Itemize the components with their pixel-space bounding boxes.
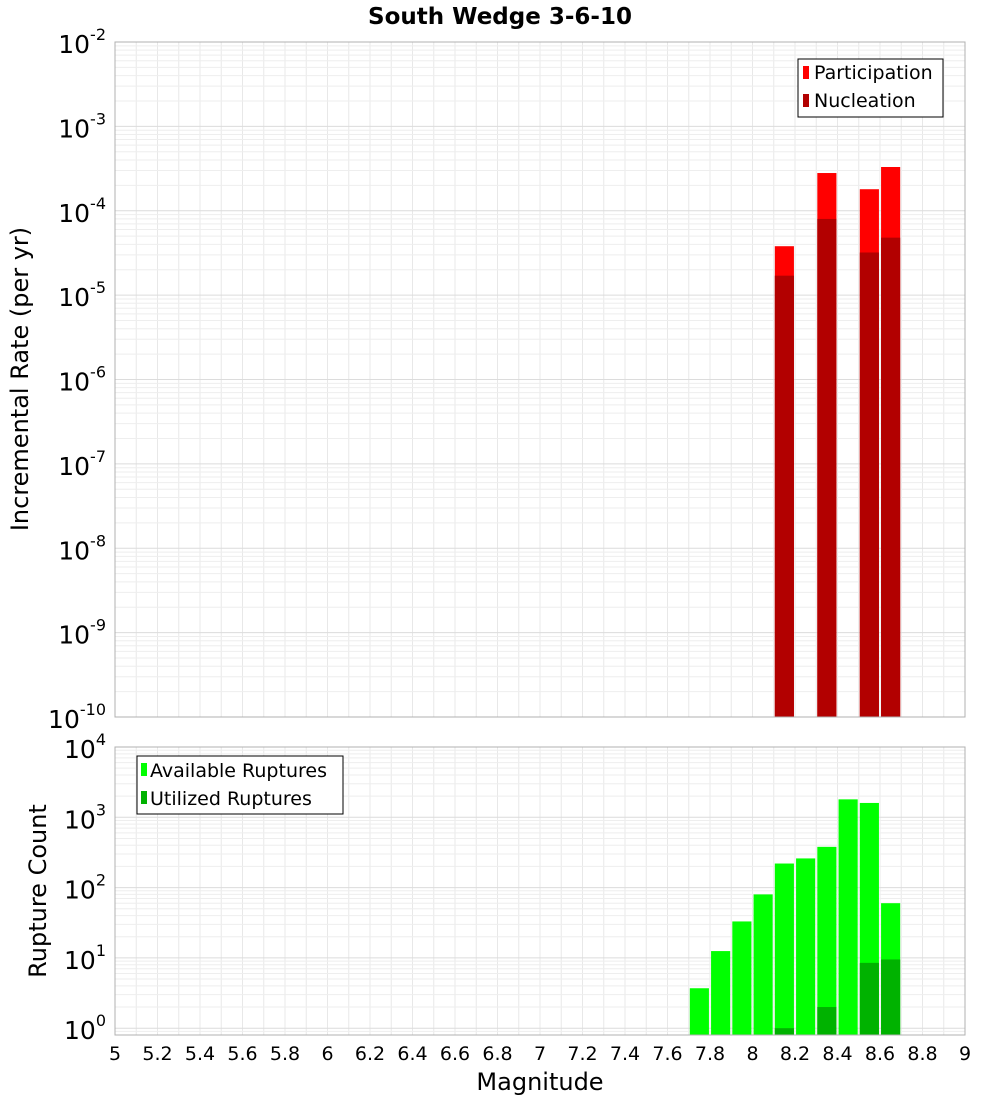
top-y-tick-label: 10-9: [58, 616, 106, 650]
x-tick-label: 7.2: [567, 1043, 597, 1065]
top-bar-nucleation: [859, 252, 879, 717]
bottom-bar-available-ruptures: [838, 799, 858, 1035]
x-tick-label: 6.6: [440, 1043, 470, 1065]
bottom-y-tick-label: 101: [64, 941, 106, 975]
top-y-tick-label: 10-10: [48, 700, 106, 734]
bottom-y-tick-label: 100: [64, 1011, 106, 1045]
top-plot: 10-10 10-9 10-8 10-7 10-6 10-5 10-4 10-3 10-2 In…: [6, 25, 966, 734]
top-y-tick-label: 10-6: [58, 363, 106, 397]
chart-title: South Wedge 3-6-10: [368, 4, 632, 30]
x-tick-label: 6: [321, 1043, 333, 1065]
x-tick-label: 5.4: [185, 1043, 215, 1065]
x-tick-label: 7: [534, 1043, 546, 1065]
bottom-bar-available-ruptures: [732, 921, 752, 1035]
bottom-bars: [689, 799, 901, 1035]
legend-label-utilized-ruptures: Utilized Ruptures: [150, 788, 312, 810]
x-tick-label: 6.8: [482, 1043, 512, 1065]
x-tick-label: 5.8: [270, 1043, 300, 1065]
bottom-bar-utilized-ruptures: [817, 1007, 837, 1035]
bottom-plot: 100 101 102 103 104 5 5.2 5.4 5.6 5.8 6 6.2 6.4 6.6 6…: [24, 730, 971, 1096]
top-plot-border: [114, 41, 966, 718]
x-tick-label: 6.4: [397, 1043, 427, 1065]
bottom-bar-available-ruptures: [689, 988, 709, 1035]
top-bar-nucleation: [881, 237, 901, 717]
bottom-y-tick-label: 104: [64, 730, 106, 764]
top-y-axis-label: Incremental Rate (per yr): [6, 227, 34, 531]
x-tick-label: 9: [959, 1043, 971, 1065]
bottom-y-tick-labels: 100 101 102 103 104: [64, 730, 106, 1045]
top-grid: [114, 41, 966, 718]
top-y-tick-label: 10-8: [58, 531, 106, 565]
bottom-bar-available-ruptures: [796, 858, 816, 1035]
x-axis-label: Magnitude: [476, 1068, 603, 1096]
top-bar-nucleation: [774, 275, 794, 717]
legend-swatch-nucleation: [803, 94, 809, 107]
bottom-y-tick-label: 102: [64, 871, 106, 905]
bottom-bar-available-ruptures: [711, 951, 731, 1035]
bottom-plot-border: [114, 746, 966, 1036]
bottom-bar-utilized-ruptures: [774, 1028, 794, 1035]
x-tick-label: 8: [746, 1043, 758, 1065]
top-y-tick-label: 10-5: [58, 278, 106, 312]
legend-label-participation: Participation: [814, 62, 933, 84]
top-y-tick-label: 10-7: [58, 447, 106, 481]
top-y-tick-label: 10-3: [58, 109, 106, 143]
legend-swatch-available-ruptures: [141, 763, 147, 776]
bottom-legend-box: [136, 755, 344, 815]
bottom-bar-utilized-ruptures: [859, 962, 879, 1035]
bottom-y-axis-label: Rupture Count: [24, 804, 52, 978]
x-tick-label: 6.2: [355, 1043, 385, 1065]
bottom-bar-available-ruptures: [753, 894, 773, 1035]
x-tick-label: 8.8: [907, 1043, 937, 1065]
x-tick-labels: 5 5.2 5.4 5.6 5.8 6 6.2 6.4 6.6 6.8 7 7.2 7.4 7.6 7.8 8…: [109, 1043, 971, 1065]
bottom-bar-utilized-ruptures: [881, 959, 901, 1035]
x-tick-label: 7.6: [652, 1043, 682, 1065]
top-bars: [774, 167, 901, 718]
bottom-bar-available-ruptures: [817, 846, 837, 1035]
x-tick-label: 5.6: [227, 1043, 257, 1065]
legend-label-available-ruptures: Available Ruptures: [150, 760, 327, 782]
x-tick-label: 8.2: [780, 1043, 810, 1065]
legend-swatch-utilized-ruptures: [141, 791, 147, 804]
x-tick-label: 5: [109, 1043, 121, 1065]
top-bar-nucleation: [817, 218, 837, 717]
legend-swatch-participation: [803, 66, 809, 79]
x-tick-label: 8.4: [822, 1043, 852, 1065]
top-legend: Participation Nucleation: [797, 58, 944, 118]
top-y-tick-label: 10-4: [58, 194, 106, 228]
top-y-tick-label: 10-2: [58, 25, 106, 59]
x-tick-label: 7.4: [610, 1043, 640, 1065]
bottom-bar-available-ruptures: [774, 863, 794, 1035]
x-tick-label: 8.6: [865, 1043, 895, 1065]
top-y-tick-labels: 10-10 10-9 10-8 10-7 10-6 10-5 10-4 10-3 10-2: [48, 25, 106, 734]
bottom-legend: Available Ruptures Utilized Ruptures: [136, 755, 344, 815]
x-tick-label: 5.2: [142, 1043, 172, 1065]
bottom-y-tick-label: 103: [64, 800, 106, 834]
legend-label-nucleation: Nucleation: [814, 90, 916, 112]
x-tick-label: 7.8: [695, 1043, 725, 1065]
top-legend-box: [797, 58, 944, 118]
